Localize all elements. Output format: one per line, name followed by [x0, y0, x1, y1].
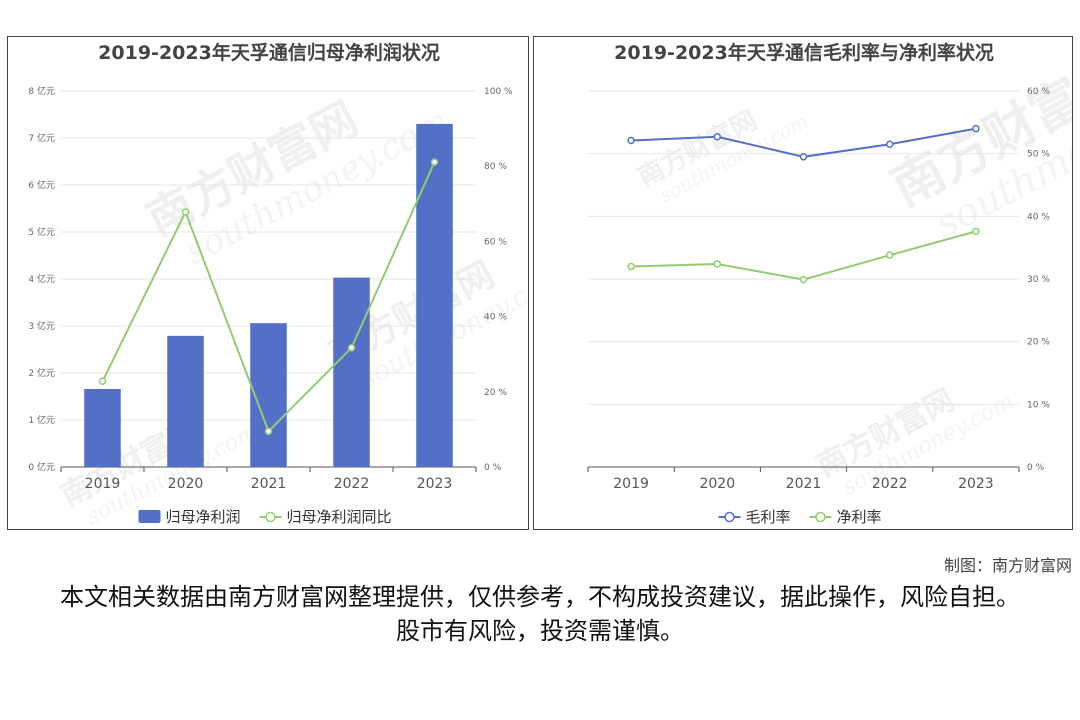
- data-point: [627, 136, 635, 145]
- data-point: [181, 208, 190, 216]
- y-right-tick-label: 100 %: [484, 87, 513, 97]
- data-point: [347, 344, 356, 352]
- data-point: [713, 132, 722, 141]
- data-point: [799, 275, 808, 284]
- y-right-tick-label: 30 %: [1027, 275, 1050, 285]
- data-point: [627, 262, 635, 271]
- legend-label: 净利率: [837, 508, 882, 526]
- y-left-tick-label: 0 亿元: [28, 461, 55, 473]
- y-right-tick-label: 0 %: [484, 463, 502, 473]
- y-right-tick-label: 40 %: [1027, 212, 1050, 222]
- y-right-tick-label: 0 %: [1027, 463, 1045, 473]
- series-line: [631, 230, 977, 281]
- y-right-tick-label: 50 %: [1027, 150, 1050, 160]
- disclaimer-text: 本文相关数据由南方财富网整理提供，仅供参考，不构成投资建议，据此操作，风险自担。…: [60, 583, 1020, 645]
- data-point: [713, 260, 722, 268]
- chart-credit: 制图：南方财富网: [943, 556, 1072, 575]
- y-left-tick-label: 6 亿元: [28, 179, 55, 191]
- y-right-tick-label: 10 %: [1027, 400, 1050, 410]
- legend-swatch-marker: [265, 511, 276, 523]
- x-tick-label: 2020: [168, 476, 204, 492]
- y-left-tick-label: 8 亿元: [28, 85, 55, 97]
- y-left-tick-label: 1 亿元: [28, 414, 55, 426]
- data-point: [885, 251, 894, 259]
- y-right-tick-label: 20 %: [484, 388, 507, 398]
- data-point: [430, 158, 439, 166]
- bar: [84, 388, 121, 467]
- legend-swatch-marker: [724, 511, 735, 523]
- data-point: [972, 227, 980, 236]
- x-tick-label: 2021: [251, 476, 287, 492]
- legend-swatch-marker: [815, 511, 826, 523]
- y-left-tick-label: 3 亿元: [28, 320, 55, 332]
- x-tick-label: 2020: [699, 476, 735, 492]
- x-tick-label: 2019: [613, 476, 649, 492]
- y-right-tick-label: 60 %: [1027, 87, 1050, 97]
- x-tick-label: 2022: [872, 476, 908, 492]
- x-tick-label: 2023: [417, 476, 453, 492]
- bar: [333, 277, 370, 467]
- chart-title: 2019-2023年天孚通信归母净利润状况: [98, 41, 440, 64]
- y-right-tick-label: 40 %: [484, 313, 507, 323]
- legend-label: 归母净利润: [166, 508, 241, 526]
- y-left-tick-label: 2 亿元: [28, 367, 55, 379]
- y-left-tick-label: 4 亿元: [28, 273, 55, 285]
- x-tick-label: 2023: [958, 476, 994, 492]
- y-left-tick-label: 7 亿元: [28, 132, 55, 144]
- bar: [167, 335, 204, 467]
- data-point: [98, 377, 107, 386]
- y-right-tick-label: 80 %: [484, 162, 507, 172]
- data-point: [799, 153, 808, 161]
- y-right-tick-label: 60 %: [484, 237, 507, 247]
- chart-title: 2019-2023年天孚通信毛利率与净利率状况: [614, 41, 994, 64]
- x-tick-label: 2019: [85, 476, 121, 492]
- legend-swatch: [138, 510, 161, 523]
- data-point: [972, 124, 980, 133]
- x-tick-label: 2021: [786, 476, 822, 492]
- data-point: [885, 140, 894, 149]
- margin-chart-panel: 南方财富网 southmoney.com 南方财富网 southmoney.com 南方…: [533, 36, 1073, 530]
- net-profit-chart: 南方财富网southmoney.com南方财富网southmoney.com南方…: [28, 41, 528, 529]
- legend-label: 毛利率: [746, 508, 791, 526]
- x-tick-label: 2022: [334, 476, 370, 492]
- y-left-tick-label: 5 亿元: [28, 226, 55, 238]
- bar: [250, 323, 287, 467]
- y-right-tick-label: 20 %: [1027, 338, 1050, 348]
- data-point: [264, 427, 273, 436]
- bar: [416, 123, 453, 468]
- net-profit-chart-panel: 南方财富网southmoney.com南方财富网southmoney.com南方…: [7, 36, 529, 530]
- legend-label: 归母净利润同比: [287, 508, 392, 526]
